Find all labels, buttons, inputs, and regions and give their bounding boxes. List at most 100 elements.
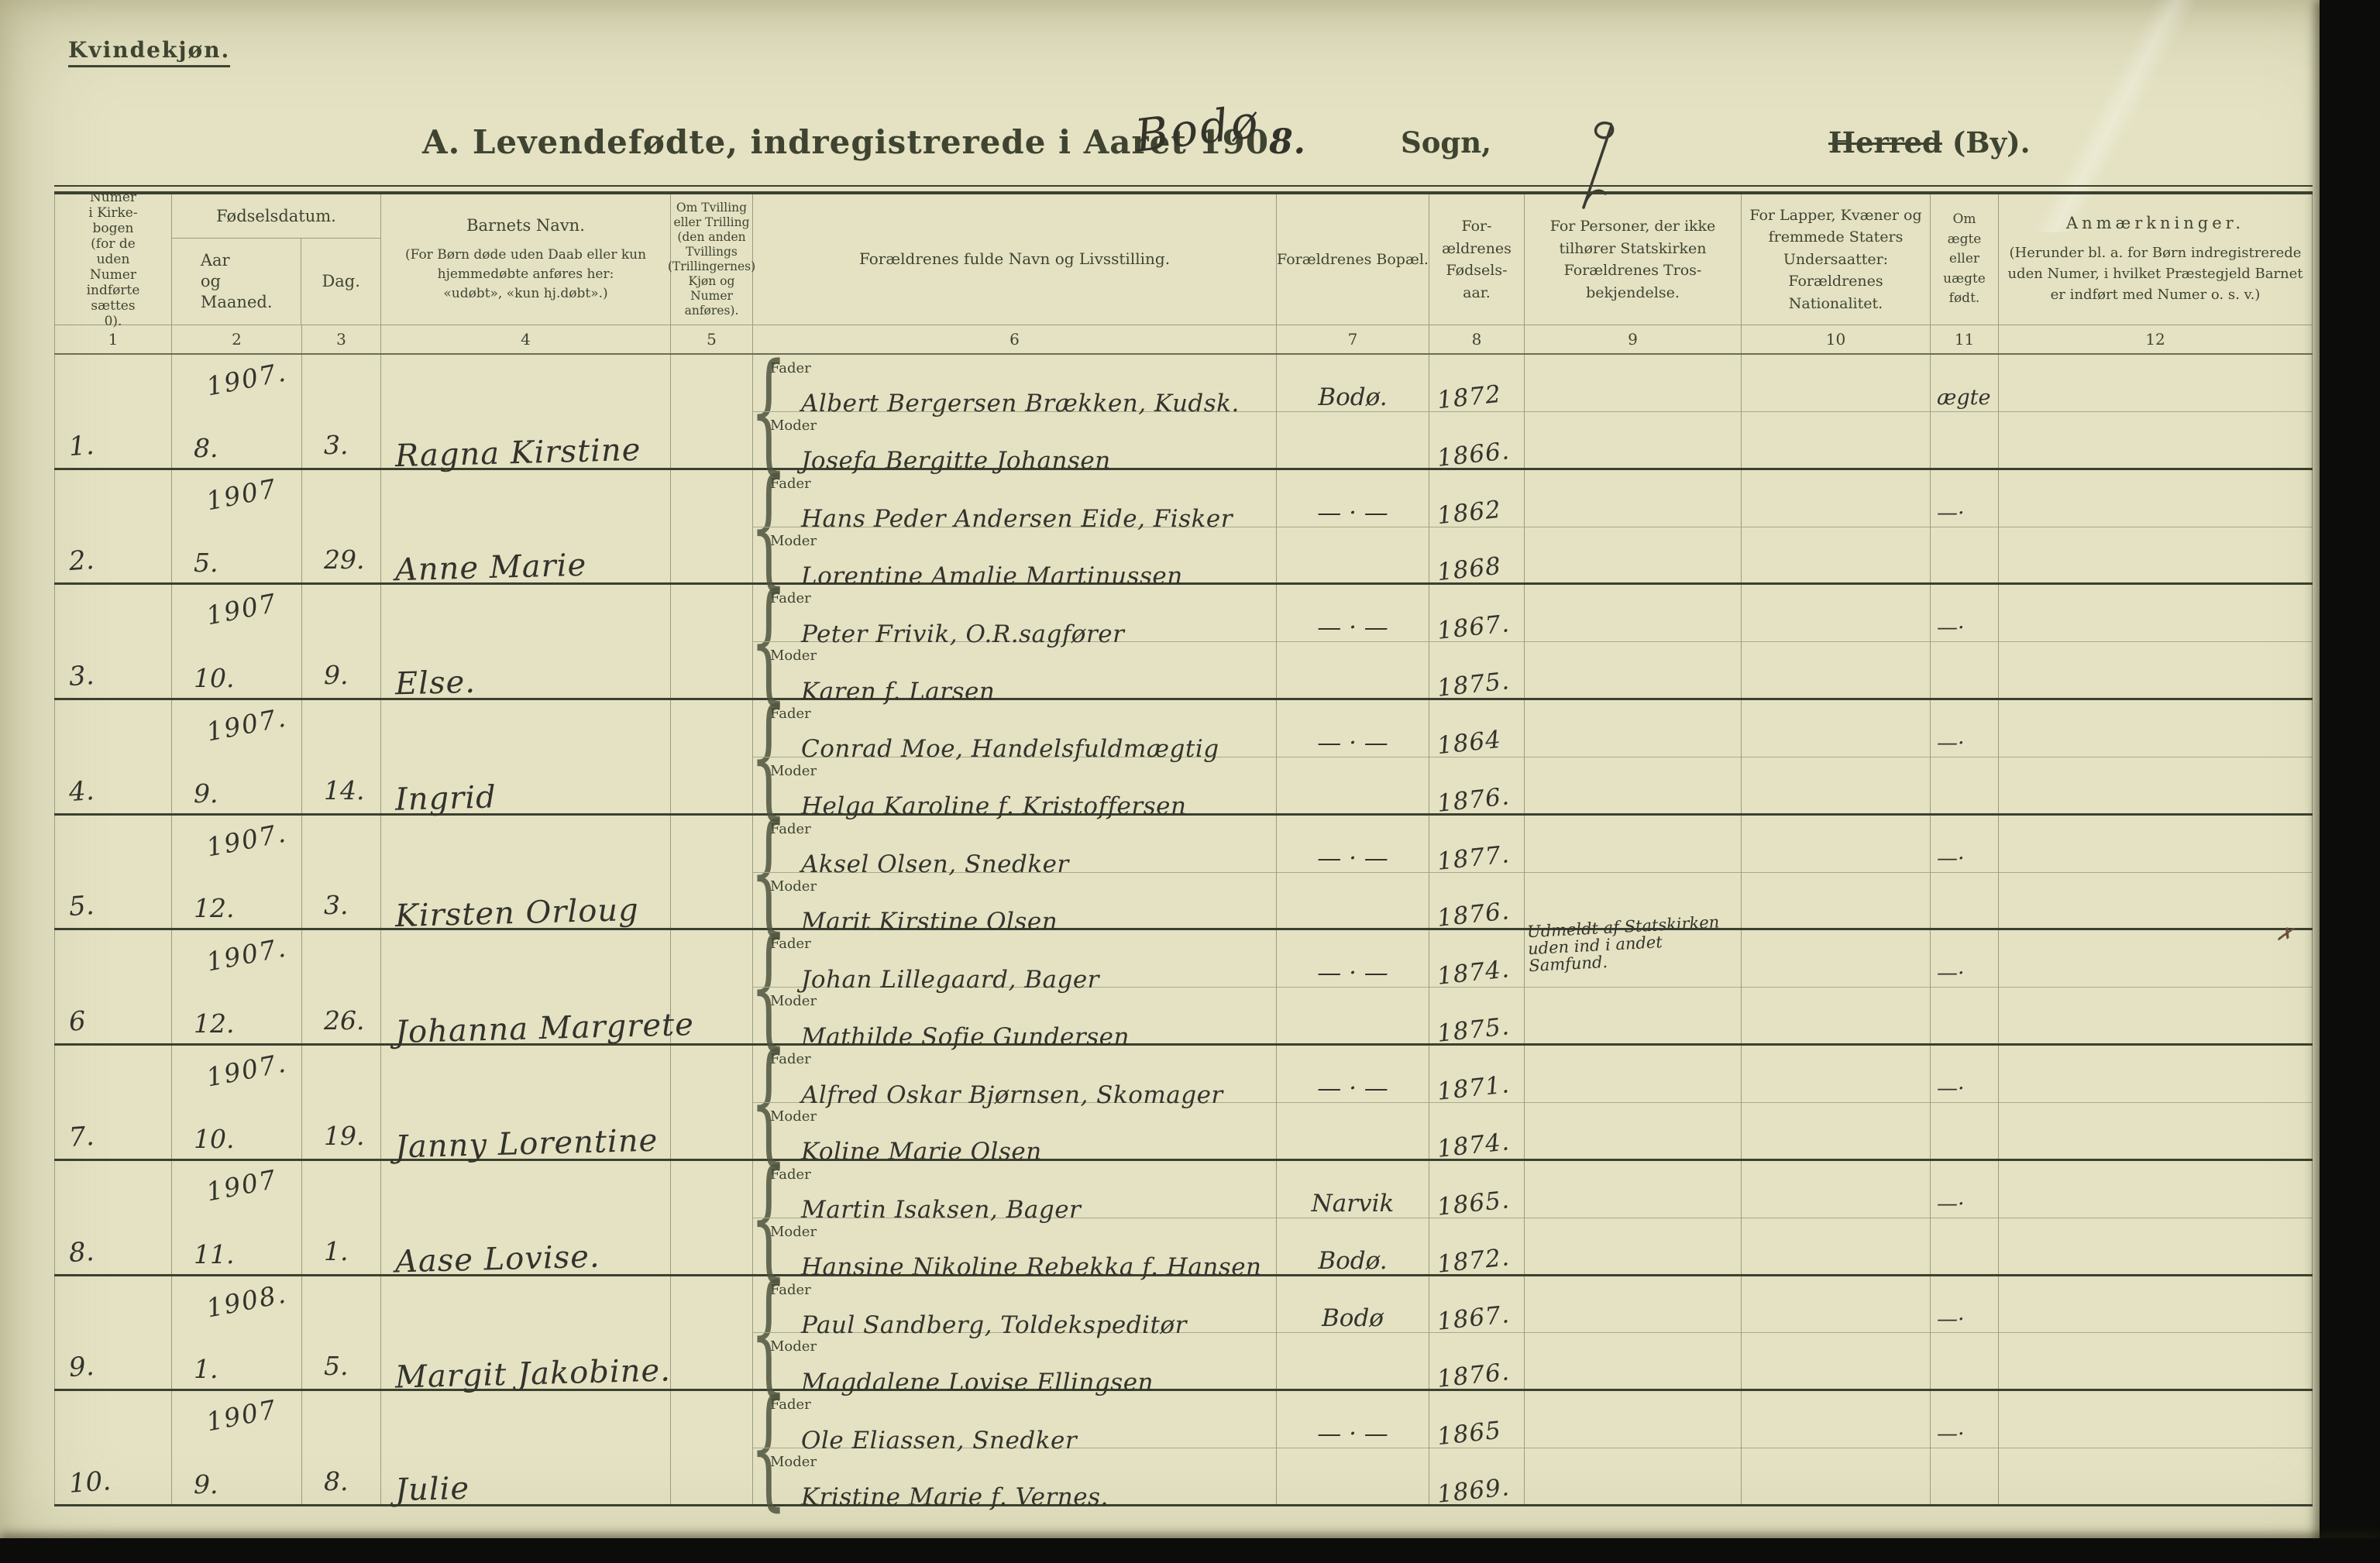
mother-half: Moder Marit Kirstine Olsen [753,873,1276,934]
herred-by-label: Herred (By). [1828,125,2030,160]
cell-parent-birthyears: 1867. 1876. [1429,1276,1525,1393]
birth-day: 14. [324,775,365,806]
cell-number: 2. [54,469,172,583]
father-residence: — · — [1317,959,1388,988]
cell-year-month: 1907. 12. [172,930,302,1044]
cell-bopael: — · — [1277,815,1429,929]
cell-year-month: 1907. 12. [172,815,302,929]
header-anmaerkninger: Anmærkninger. (Herunder bl. a. for Børn … [1999,194,2313,325]
father-residence: — · — [1317,498,1388,527]
entry-number: 5. [67,890,95,923]
fader-label: Fader [770,820,811,837]
moder-label: Moder [770,1108,817,1125]
father-name: Aksel Olsen, Snedker [801,850,1069,879]
mother-birth-year: 1876. [1436,897,1512,933]
header-numer-i-kirkebogen: Numer i Kirke- bogen (for de uden Numer … [54,190,172,329]
birth-year: 1907 [204,1163,280,1207]
cell-number: 8. [54,1160,172,1274]
entry-number: 2. [67,544,95,578]
birth-month: 11. [194,1238,235,1269]
title-year-handwritten: 8. [1269,122,1306,162]
cell-day: 8. [302,1391,381,1504]
cell-anmaerkninger [1999,1046,2313,1159]
table-body: 1. 1907. 8. 3. Ragna Kirstine { Fader Al… [54,346,2313,1513]
cell-child-name: Janny Lorentine [381,1046,671,1165]
father-name: Martin Isaksen, Bager [801,1196,1082,1225]
mother-birth-year: 1866. [1436,436,1512,472]
mother-half: Moder Karen f. Larsen [753,642,1276,703]
header-dag: Dag. [322,271,360,290]
header-foraeldrenes-navn: Forældrenes fulde Navn og Livsstilling. [753,194,1277,325]
mother-name: Marit Kirstine Olsen [801,908,1058,936]
column-number: 9 [1525,325,1742,353]
entry-number: 8. [67,1235,95,1269]
cell-bopael: — · — [1277,585,1429,699]
column-number: 3 [302,325,381,353]
entry-number: 6 [67,1005,88,1038]
cell-aegte: —· [1931,1391,1999,1504]
cell-nationalitet [1742,1276,1931,1390]
father-half: Fader Conrad Moe, Handelsfuldmægtig [753,700,1276,761]
table-row: 2. 1907 5. 29. Anne Marie { Fader Hans P… [54,462,2313,592]
mother-half: Moder Lorentine Amalie Martinussen [753,527,1276,589]
cell-day: 1. [302,1160,381,1274]
legitimacy-mark: —· [1937,500,1965,525]
legitimacy-mark: —· [1937,1422,1965,1447]
birth-year: 1907. [204,932,290,978]
legitimacy-mark: —· [1937,1307,1965,1331]
header-foraeldrenes-bopael: Forældrenes Bopæl. [1277,194,1429,325]
page-title-printed: A. Levendefødte, indregistrerede i Aaret… [422,123,1270,161]
mother-birth-year: 1876. [1436,1358,1512,1393]
child-name: Johanna Margrete [394,1007,695,1051]
cell-number: 5. [54,815,172,929]
father-birth-year: 1874. [1436,955,1512,991]
cell-child-name: Julie [381,1391,671,1508]
header-barnets-navn: Barnets Navn. (For Børn døde uden Daab e… [381,194,671,325]
legitimacy-mark: —· [1937,846,1965,871]
cell-trosbekjendelse [1525,585,1742,699]
cell-trosbekjendelse [1525,1276,1742,1390]
cell-trosbekjendelse [1525,700,1742,813]
cell-day: 5. [302,1276,381,1390]
birth-day: 9. [324,660,349,691]
header-barnets-navn-sub: (For Børn døde uden Daab eller kun hjemm… [404,247,647,301]
cell-year-month: 1908. 1. [172,1276,302,1390]
birth-year: 1908. [204,1277,290,1324]
header-fodselsdatum: Fødselsdatum. [172,194,380,239]
entry-number: 9. [67,1351,95,1384]
table-row: 5. 1907. 12. 3. Kirsten Orloug { Fader A… [54,807,2313,937]
moder-label: Moder [770,878,817,895]
fader-label: Fader [770,475,811,492]
cell-year-month: 1907 10. [172,585,302,699]
cell-twin [671,700,753,813]
cell-parent-birthyears: 1864 1876. [1429,700,1525,818]
moder-label: Moder [770,648,817,665]
father-half: Fader Paul Sandberg, Toldekspeditør [753,1276,1276,1339]
birth-month: 10. [194,663,235,694]
father-half: Fader Martin Isaksen, Bager [753,1161,1276,1225]
child-name: Aase Lovise. [394,1238,601,1280]
father-half: Fader Hans Peder Andersen Eide, Fisker [753,470,1276,531]
mother-birth-year: 1875. [1436,1012,1512,1048]
father-name: Paul Sandberg, Toldekspeditør [801,1311,1187,1339]
father-name: Alfred Oskar Bjørnsen, Skomager [801,1080,1223,1109]
fader-label: Fader [770,936,811,953]
father-birth-year: 1865 [1436,1416,1503,1451]
father-residence: — · — [1317,728,1388,757]
father-residence: — · — [1317,613,1388,642]
cell-twin [671,930,753,1044]
cell-parent-birthyears: 1872 1866. [1429,355,1525,472]
birth-day: 29. [324,544,365,575]
cell-nationalitet [1742,1160,1931,1274]
column-number: 7 [1277,325,1429,353]
child-name: Ragna Kirstine [394,431,641,474]
legitimacy-mark: ægte [1937,386,1991,410]
cell-parents: { Fader Paul Sandberg, Toldekspeditør Mo… [750,1268,1277,1397]
header-aar-og-maaned: Aar og Maaned. [172,239,302,325]
mother-name: Kristine Marie f. Vernes. [801,1483,1109,1512]
cell-trosbekjendelse [1525,815,1742,929]
cell-year-month: 1907. 10. [172,1046,302,1159]
cell-trosbekjendelse [1525,355,1742,468]
column-number: 2 [172,325,302,353]
